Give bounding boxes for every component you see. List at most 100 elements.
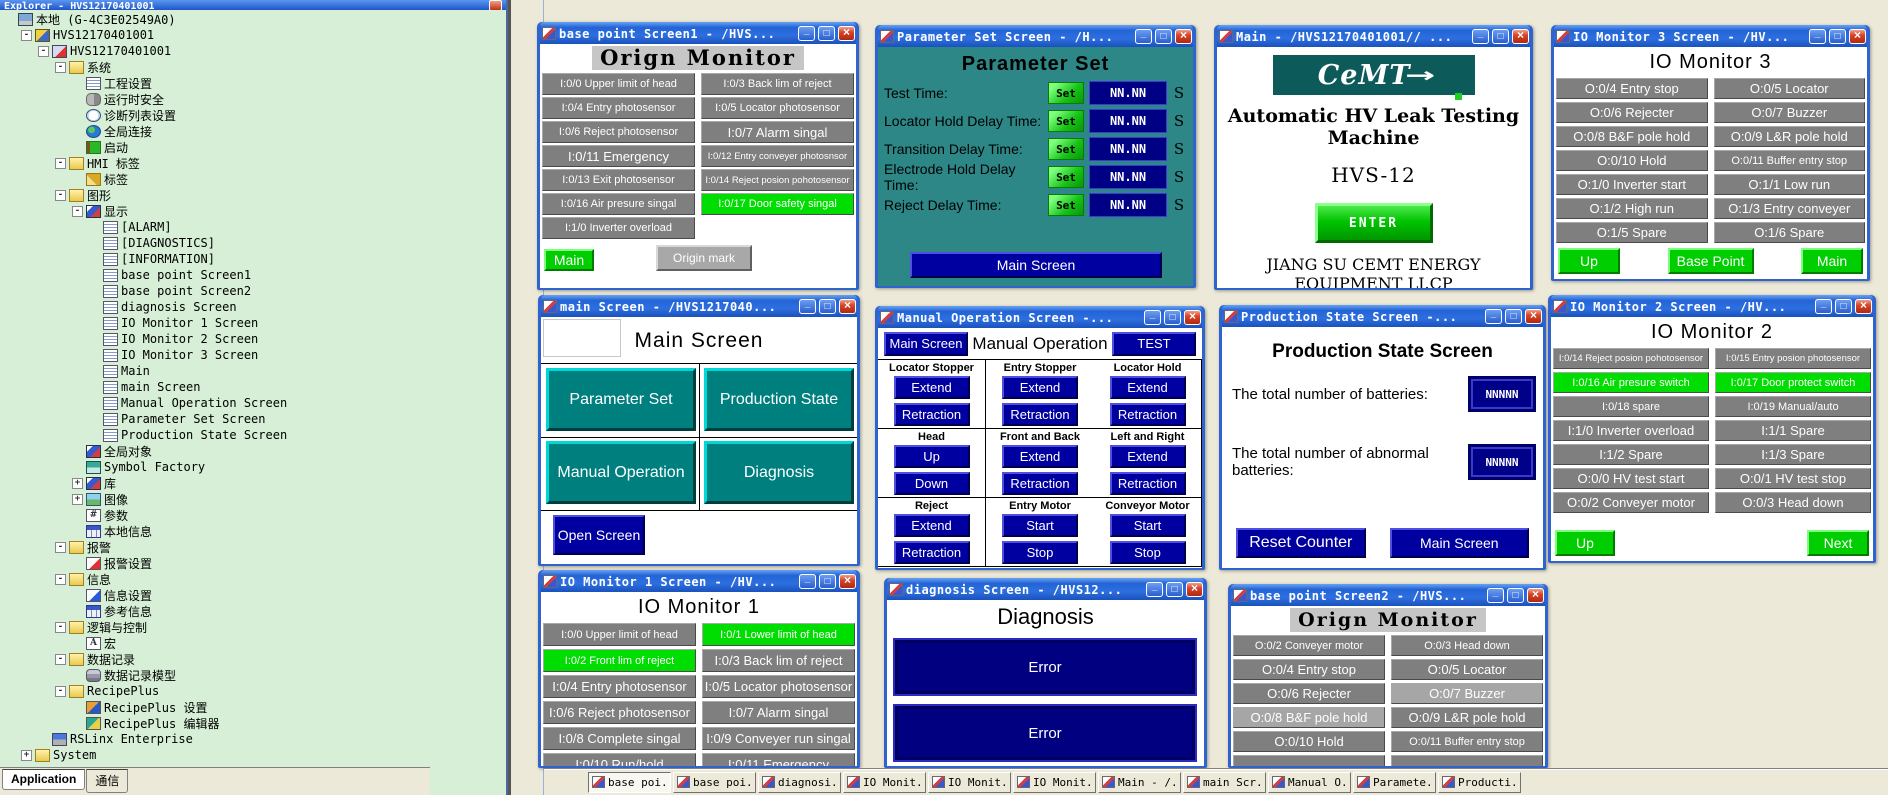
io-indicator[interactable]: I:0/7 Alarm singal: [702, 701, 855, 724]
taskbar-window-button[interactable]: Producti...: [1438, 771, 1521, 793]
tree-item[interactable]: System: [0, 747, 496, 763]
io-indicator[interactable]: I:0/10 Run/hold: [543, 753, 696, 766]
main-button[interactable]: Main: [544, 249, 594, 271]
io-indicator[interactable]: I:0/12 Entry conveyer photosnsor: [701, 145, 854, 167]
main-screen-button[interactable]: Main Screen: [884, 331, 968, 356]
tree-item[interactable]: 信息: [0, 571, 496, 587]
io-indicator[interactable]: O:0/9 L&R pole hold: [1713, 126, 1865, 147]
maximize-button[interactable]: [1166, 582, 1183, 597]
io-indicator[interactable]: I:1/0 Inverter overload: [542, 217, 695, 239]
enter-button[interactable]: ENTER: [1314, 203, 1433, 243]
open-screen-button[interactable]: Open Screen: [553, 515, 645, 555]
tree-item[interactable]: IO Monitor 1 Screen: [0, 315, 496, 331]
tree-item[interactable]: 本地信息: [0, 523, 496, 539]
tree-item[interactable]: 参数: [0, 507, 496, 523]
io-indicator[interactable]: I:0/6 Reject photosensor: [542, 121, 695, 143]
manual-operation-button[interactable]: Manual Operation: [546, 441, 696, 504]
tree-item[interactable]: 图形: [0, 187, 496, 203]
io-indicator[interactable]: O:0/1 HV test stop: [1715, 468, 1871, 489]
tree-item[interactable]: 图像: [0, 491, 496, 507]
expand-toggle-icon[interactable]: [55, 189, 66, 201]
group-action-button-1[interactable]: Extend: [893, 376, 970, 399]
io-indicator[interactable]: I:0/17 Door protect switch: [1715, 372, 1871, 393]
taskbar-window-button[interactable]: Manual O...: [1268, 771, 1351, 793]
taskbar-window-button[interactable]: IO Monit...: [843, 771, 926, 793]
close-button[interactable]: [1512, 29, 1529, 44]
tree-item[interactable]: IO Monitor 3 Screen: [0, 347, 496, 363]
io-indicator[interactable]: [1233, 755, 1385, 766]
tree-item[interactable]: 数据记录模型: [0, 667, 496, 683]
set-button[interactable]: Set: [1048, 194, 1084, 216]
main-button[interactable]: Main: [1801, 248, 1863, 274]
io-indicator[interactable]: I:0/4 Entry photosensor: [543, 675, 696, 698]
minimize-button[interactable]: [1144, 310, 1161, 325]
parameter-value[interactable]: NN.NN: [1089, 137, 1167, 161]
base-point-button[interactable]: Base Point: [1667, 248, 1754, 274]
expand-toggle-icon[interactable]: [55, 61, 66, 73]
expand-toggle-icon[interactable]: [55, 157, 66, 169]
tree-item[interactable]: [ALARM]: [0, 219, 496, 235]
tree-item[interactable]: 标签: [0, 171, 496, 187]
io-indicator[interactable]: O:0/3 Head down: [1391, 635, 1543, 656]
diagnosis-button[interactable]: Diagnosis: [704, 441, 854, 504]
group-action-button-1[interactable]: Extend: [893, 514, 970, 537]
tree-item[interactable]: 信息设置: [0, 587, 496, 603]
titlebar[interactable]: IO Monitor 2 Screen - /HV...: [1551, 295, 1873, 317]
io-indicator[interactable]: I:1/1 Spare: [1715, 420, 1871, 441]
tree-item[interactable]: HVS12170401001: [0, 27, 496, 43]
io-indicator[interactable]: I:0/11 Emergency: [702, 753, 855, 766]
parameter-value[interactable]: NN.NN: [1089, 109, 1167, 133]
titlebar[interactable]: IO Monitor 1 Screen - /HV...: [541, 570, 857, 592]
io-indicator[interactable]: O:0/3 Head down: [1715, 492, 1871, 513]
tree-item[interactable]: 系统: [0, 59, 496, 75]
io-indicator[interactable]: [1391, 755, 1543, 766]
titlebar[interactable]: IO Monitor 3 Screen - /HV...: [1554, 25, 1867, 47]
io-indicator[interactable]: I:0/2 Front lim of reject: [543, 649, 696, 672]
io-indicator[interactable]: I:0/17 Door safety singal: [701, 193, 854, 215]
production-state-button[interactable]: Production State: [704, 368, 854, 431]
io-indicator[interactable]: O:0/4 Entry stop: [1233, 659, 1385, 680]
close-button[interactable]: [839, 299, 856, 314]
tree-item[interactable]: 运行时安全: [0, 91, 496, 107]
io-indicator[interactable]: O:0/8 B&F pole hold: [1556, 126, 1708, 147]
set-button[interactable]: Set: [1048, 138, 1084, 160]
io-indicator[interactable]: O:0/4 Entry stop: [1556, 78, 1708, 99]
up-button[interactable]: Up: [1558, 248, 1620, 274]
next-button[interactable]: Next: [1807, 530, 1869, 556]
io-indicator[interactable]: I:0/14 Reject posion pohotosensor: [701, 169, 854, 191]
titlebar[interactable]: Manual Operation Screen -...: [878, 306, 1202, 328]
maximize-button[interactable]: [1829, 29, 1846, 44]
titlebar[interactable]: base point Screen1 - /HVS...: [540, 22, 856, 44]
close-button[interactable]: [1849, 29, 1866, 44]
tree-item[interactable]: RecipePlus 设置: [0, 699, 496, 715]
minimize-button[interactable]: [1135, 29, 1152, 44]
taskbar-window-button[interactable]: IO Monit...: [928, 771, 1011, 793]
io-indicator[interactable]: I:0/19 Manual/auto: [1715, 396, 1871, 417]
tree-item[interactable]: Symbol Factory: [0, 459, 496, 475]
minimize-button[interactable]: [1146, 582, 1163, 597]
taskbar-window-button[interactable]: Paramete...: [1353, 771, 1436, 793]
close-icon[interactable]: [489, 0, 502, 10]
titlebar[interactable]: Main - /HVS12170401001// ...: [1217, 25, 1530, 47]
io-indicator[interactable]: O:0/6 Rejecter: [1233, 683, 1385, 704]
io-indicator[interactable]: O:0/8 B&F pole hold: [1233, 707, 1385, 728]
expand-toggle-icon[interactable]: [38, 45, 49, 57]
minimize-button[interactable]: [799, 299, 816, 314]
io-indicator[interactable]: I:0/15 Entry posion photosensor: [1715, 348, 1871, 369]
minimize-button[interactable]: [798, 26, 815, 41]
maximize-button[interactable]: [819, 299, 836, 314]
group-action-button-2[interactable]: Retraction: [1002, 403, 1078, 426]
io-indicator[interactable]: O:1/1 Low run: [1713, 174, 1865, 195]
expand-toggle-icon[interactable]: [55, 573, 66, 585]
titlebar[interactable]: Parameter Set Screen - /H...: [878, 25, 1193, 47]
minimize-button[interactable]: [1485, 309, 1502, 324]
tree-item[interactable]: 报警设置: [0, 555, 496, 571]
taskbar-window-button[interactable]: base poi...: [673, 771, 756, 793]
group-action-button-2[interactable]: Retraction: [893, 541, 970, 564]
io-indicator[interactable]: O:0/0 HV test start: [1553, 468, 1709, 489]
titlebar[interactable]: diagnosis Screen - /HVS12...: [887, 578, 1204, 600]
io-indicator[interactable]: O:1/2 High run: [1556, 198, 1708, 219]
group-action-button-1[interactable]: Extend: [1109, 445, 1186, 468]
io-indicator[interactable]: O:1/6 Spare: [1713, 222, 1865, 243]
io-indicator[interactable]: I:0/18 spare: [1553, 396, 1709, 417]
